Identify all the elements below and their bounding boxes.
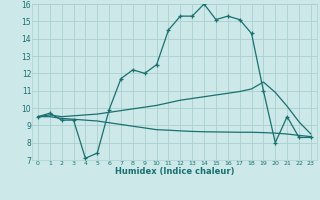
- X-axis label: Humidex (Indice chaleur): Humidex (Indice chaleur): [115, 167, 234, 176]
